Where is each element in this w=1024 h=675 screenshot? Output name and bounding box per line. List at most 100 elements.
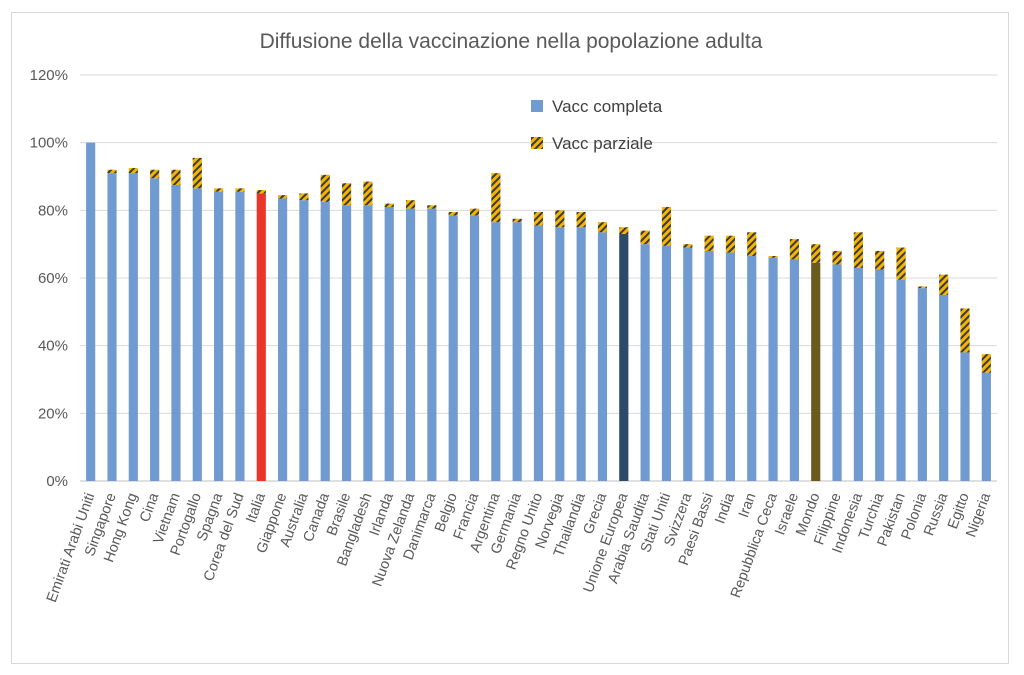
y-tick-label: 0% (46, 473, 68, 490)
bar-parziale-israele (789, 239, 799, 260)
bar-completa-spagna (214, 191, 224, 481)
bar-parziale-india (725, 235, 736, 253)
bar-completa-unione-europea (619, 234, 629, 481)
bar-parziale-norvegia (555, 210, 565, 228)
bar-parziale-portogallo (192, 157, 202, 189)
bar-completa-regno-unito (533, 225, 544, 481)
bar-parziale-vietnam (171, 169, 181, 185)
bar-parziale-giappone (278, 195, 288, 199)
bar-parziale-filippine (832, 250, 842, 265)
bar-completa-grecia (597, 232, 608, 481)
bar-parziale-francia (469, 208, 480, 216)
bar-completa-francia (469, 215, 480, 482)
bar-parziale-thailandia (576, 212, 586, 228)
chart-svg: Diffusione della vaccinazione nella popo… (30, 30, 997, 605)
bar-parziale-italia (256, 190, 266, 194)
bar-completa-paesi-bassi (704, 250, 714, 481)
y-tick-label: 60% (38, 270, 68, 287)
bar-completa-repubblica-ceca (768, 257, 778, 481)
bar-completa-indonesia (853, 267, 863, 481)
x-tick-label: India (712, 490, 738, 526)
bar-completa-norvegia (555, 227, 565, 481)
bar-completa-turchia (875, 269, 885, 481)
bar-parziale-repubblica-ceca (768, 256, 778, 258)
bar-completa-stati-uniti (661, 245, 672, 481)
bar-completa-arabia-saudita (640, 244, 650, 481)
bar-parziale-unione-europea (619, 227, 629, 235)
y-tick-label: 40% (38, 338, 68, 355)
bar-parziale-germania (512, 218, 522, 223)
chart-title: Diffusione della vaccinazione nella popo… (260, 30, 763, 53)
bar-parziale-argentina (491, 173, 501, 223)
bar-parziale-belgio (448, 212, 458, 216)
bar-completa-emirati-arabi-uniti (86, 142, 96, 481)
legend: Vacc completa Vacc parziale (531, 97, 663, 153)
bar-parziale-stati-uniti (661, 206, 672, 246)
bars (86, 142, 991, 482)
bar-parziale-singapore (107, 169, 117, 174)
bar-completa-nuova-zelanda (405, 208, 416, 481)
y-axis-ticks: 0% 20% 40% 60% 80% 100% 120% (30, 67, 68, 490)
bar-completa-belgio (448, 215, 458, 482)
bar-completa-nigeria (981, 372, 991, 481)
legend-swatch-vacc-parziale (531, 137, 543, 149)
bar-completa-pakistan (896, 279, 906, 481)
bar-parziale-bangladesh (363, 181, 373, 206)
bar-completa-brasile (341, 205, 352, 481)
bar-parziale-egitto (960, 308, 970, 353)
bar-completa-israele (789, 259, 799, 481)
bar-completa-australia (299, 200, 309, 481)
bar-completa-giappone (278, 198, 288, 481)
bar-completa-egitto (960, 352, 970, 481)
bar-completa-filippine (832, 264, 842, 481)
bar-parziale-indonesia (853, 232, 863, 268)
bar-parziale-iran (747, 232, 757, 257)
bar-completa-argentina (491, 222, 501, 482)
bar-parziale-cina (150, 169, 160, 179)
bar-parziale-hong-kong (128, 168, 138, 174)
bar-completa-cina (150, 178, 160, 482)
bar-parziale-regno-unito (533, 212, 544, 226)
bar-parziale-svizzera (683, 244, 693, 248)
bar-parziale-pakistan (896, 247, 906, 280)
y-tick-label: 80% (38, 202, 68, 219)
bar-completa-mondo (811, 262, 821, 481)
legend-label-vacc-parziale: Vacc parziale (552, 134, 653, 153)
bar-parziale-nuova-zelanda (405, 200, 416, 209)
bar-parziale-grecia (597, 222, 608, 233)
bar-completa-bangladesh (363, 205, 373, 481)
bar-completa-hong-kong (128, 173, 138, 481)
bar-completa-iran (747, 256, 757, 481)
bar-completa-portogallo (192, 188, 202, 481)
bar-completa-italia (256, 193, 266, 481)
y-tick-label: 120% (30, 67, 68, 84)
bar-completa-irlanda (384, 206, 394, 481)
bar-parziale-australia (299, 193, 309, 201)
bar-parziale-paesi-bassi (704, 235, 714, 251)
chart-frame: Diffusione della vaccinazione nella popo… (11, 12, 1009, 664)
bar-completa-danimarca (427, 208, 437, 481)
bar-parziale-spagna (214, 188, 224, 192)
bar-parziale-arabia-saudita (640, 230, 650, 245)
bar-completa-singapore (107, 173, 117, 481)
legend-swatch-vacc-completa (531, 100, 543, 112)
bar-parziale-russia (939, 274, 949, 295)
bar-parziale-nigeria (981, 354, 991, 373)
bar-completa-germania (512, 222, 522, 482)
legend-label-vacc-completa: Vacc completa (552, 97, 663, 116)
bar-completa-canada (320, 201, 330, 481)
bar-completa-india (725, 252, 736, 481)
bar-completa-svizzera (683, 247, 693, 481)
y-tick-label: 100% (30, 135, 68, 152)
bar-parziale-polonia (917, 286, 927, 289)
bar-completa-corea-del-sud (235, 191, 245, 481)
bar-completa-russia (939, 294, 949, 481)
bar-parziale-turchia (875, 250, 885, 270)
bar-parziale-mondo (811, 244, 821, 263)
y-tick-label: 20% (38, 405, 68, 422)
bar-parziale-danimarca (427, 205, 437, 209)
bar-completa-vietnam (171, 184, 181, 482)
bar-parziale-brasile (341, 183, 352, 206)
bar-completa-thailandia (576, 227, 586, 481)
